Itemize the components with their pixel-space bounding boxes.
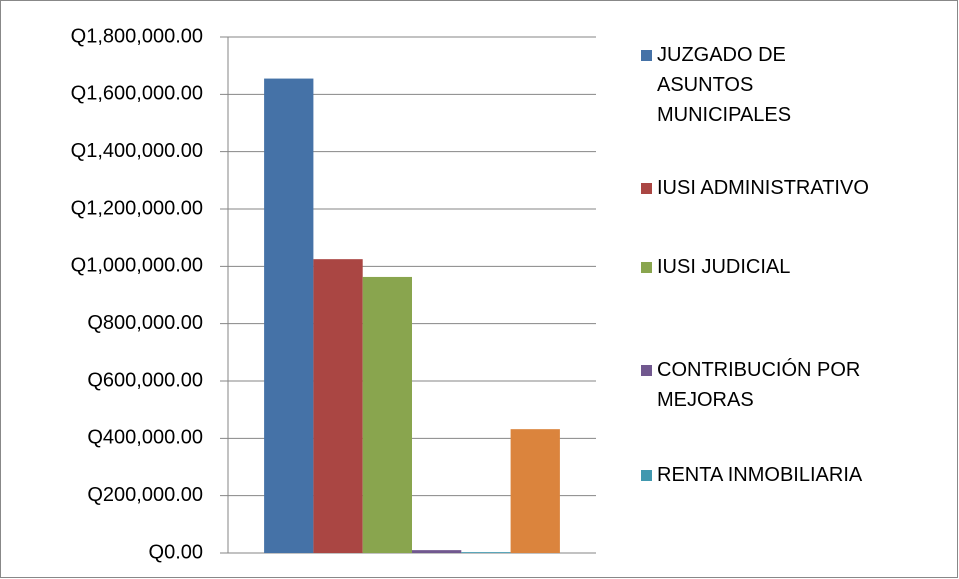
bar (412, 550, 462, 553)
y-tick-label: Q1,200,000.00 (71, 197, 203, 219)
legend-label: RENTA INMOBILIARIA (657, 464, 863, 486)
legend-item: CONTRIBUCIÓN POR MEJORAS (641, 355, 931, 415)
legend-item: JUZGADO DE ASUNTOS MUNICIPALES (641, 40, 831, 130)
bar (264, 78, 314, 554)
legend-item: IUSI ADMINISTRATIVO (641, 173, 941, 203)
y-tick-label: Q200,000.00 (87, 484, 203, 506)
bar (461, 552, 511, 553)
y-tick-label: Q800,000.00 (87, 312, 203, 334)
legend-swatch (641, 50, 652, 61)
legend-item: IUSI JUDICIAL (641, 252, 941, 282)
y-tick-label: Q1,600,000.00 (71, 83, 203, 105)
bar (510, 429, 560, 553)
legend-label: JUZGADO DE ASUNTOS MUNICIPALES (657, 44, 792, 126)
legend-swatch (641, 365, 652, 376)
y-tick-label: Q1,000,000.00 (71, 255, 203, 277)
bar (362, 276, 412, 553)
y-tick-label: Q0.00 (149, 541, 203, 563)
legend-swatch (641, 262, 652, 273)
y-tick-label: Q400,000.00 (87, 427, 203, 449)
legend-label: IUSI JUDICIAL (657, 256, 791, 278)
y-tick-label: Q600,000.00 (87, 369, 203, 391)
y-tick-label: Q1,800,000.00 (71, 25, 203, 47)
legend-swatch (641, 183, 652, 194)
legend-label: IUSI ADMINISTRATIVO (657, 177, 869, 199)
legend-item: RENTA INMOBILIARIA (641, 460, 941, 490)
bar (313, 259, 363, 553)
y-tick-label: Q1,400,000.00 (71, 140, 203, 162)
legend-label: CONTRIBUCIÓN POR MEJORAS (657, 359, 861, 411)
legend-swatch (641, 470, 652, 481)
